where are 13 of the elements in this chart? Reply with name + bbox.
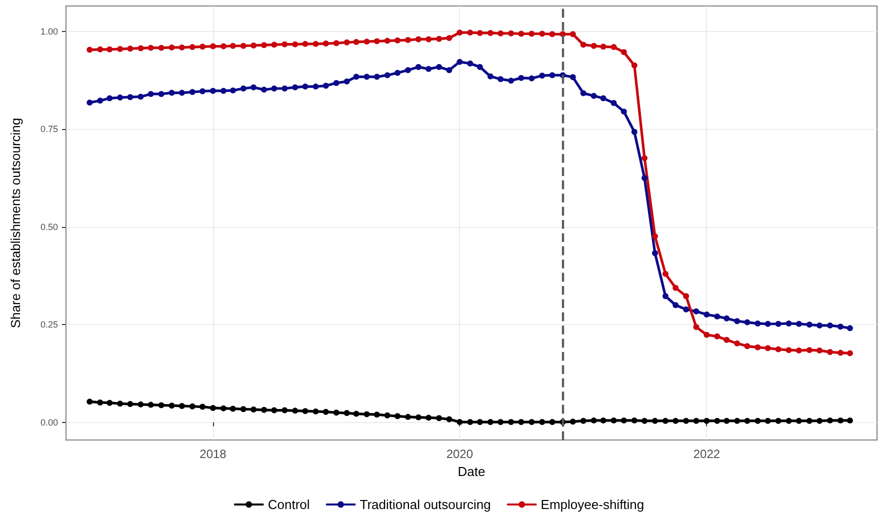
x-tick-label: 2022 [693,447,720,461]
y-tick-label: 1.00 [40,26,58,36]
y-tick-label: 0.25 [40,320,58,330]
x-axis-title: Date [458,464,486,479]
y-tick-label: 0.00 [40,417,58,428]
legend-label: Employee-shifting [540,497,644,512]
y-tick-label: 0.50 [40,222,58,232]
legend-label: Control [268,497,310,512]
x-tick-label: 2020 [446,447,474,461]
y-axis-title: Share of establishments outsourcing [8,118,23,328]
y-tick-label: 0.75 [40,124,58,134]
x-tick-label: 2018 [200,447,227,461]
legend-label: Traditional outsourcing [360,497,491,512]
